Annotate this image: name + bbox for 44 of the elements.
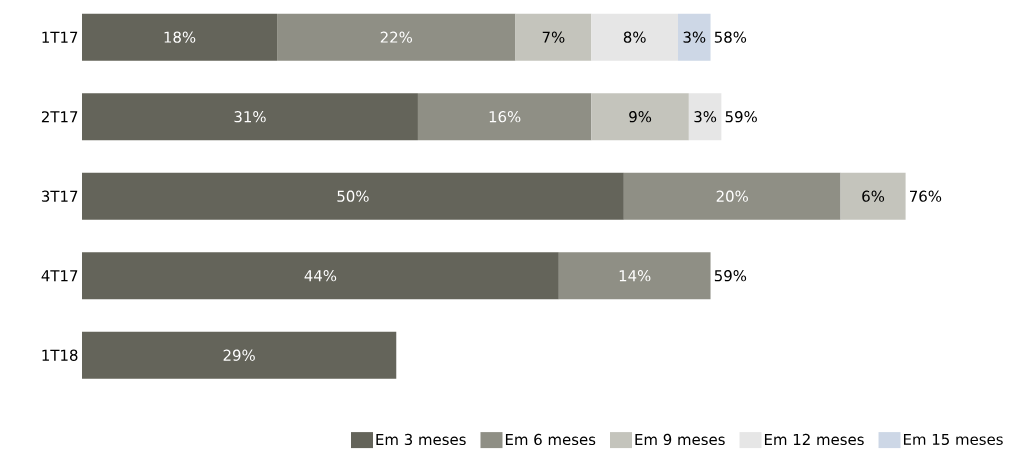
y-tick-label: 3T17 — [41, 190, 78, 202]
data-label: 8% — [623, 31, 646, 43]
bar — [591, 13, 679, 61]
bar — [82, 93, 418, 141]
data-label: 44% — [304, 270, 337, 282]
bar — [840, 172, 906, 220]
total-label: 59% — [725, 111, 757, 123]
data-label: 29% — [223, 349, 255, 361]
bar — [515, 13, 592, 61]
data-label: 31% — [234, 111, 266, 123]
data-label: 22% — [380, 31, 413, 43]
data-label: 3% — [683, 31, 706, 43]
total-label: 58% — [714, 31, 747, 43]
data-label: 20% — [716, 190, 748, 202]
data-label: 14% — [619, 270, 651, 282]
y-tick-label: 4T17 — [41, 270, 78, 282]
bar — [417, 93, 592, 141]
data-label: 6% — [862, 190, 885, 202]
data-label: 16% — [489, 111, 521, 123]
legend-label: Em 15 meses — [903, 433, 1003, 446]
y-tick-label: 1T18 — [42, 349, 78, 361]
y-tick-label: 2T17 — [41, 111, 78, 123]
bar — [688, 93, 722, 141]
bar — [591, 93, 689, 141]
bar — [82, 331, 397, 379]
bar — [678, 13, 711, 61]
total-label: 76% — [910, 190, 942, 202]
legend-label: Em 12 meses — [764, 433, 864, 446]
bar — [277, 13, 516, 61]
legend-label: Em 9 meses — [635, 433, 725, 446]
data-label: 18% — [164, 31, 196, 43]
legend-label: Em 3 meses — [376, 433, 466, 446]
legend-label: Em 6 meses — [505, 433, 596, 446]
bar — [82, 252, 559, 300]
total-label: 59% — [714, 270, 747, 282]
data-label: 7% — [542, 31, 565, 43]
bar — [82, 172, 624, 220]
bar — [558, 252, 711, 300]
data-label: 3% — [694, 111, 717, 123]
bar — [82, 13, 278, 61]
data-label: 9% — [629, 111, 652, 123]
bar — [623, 172, 841, 220]
y-tick-label: 1T17 — [42, 31, 78, 43]
data-label: 50% — [337, 190, 369, 202]
